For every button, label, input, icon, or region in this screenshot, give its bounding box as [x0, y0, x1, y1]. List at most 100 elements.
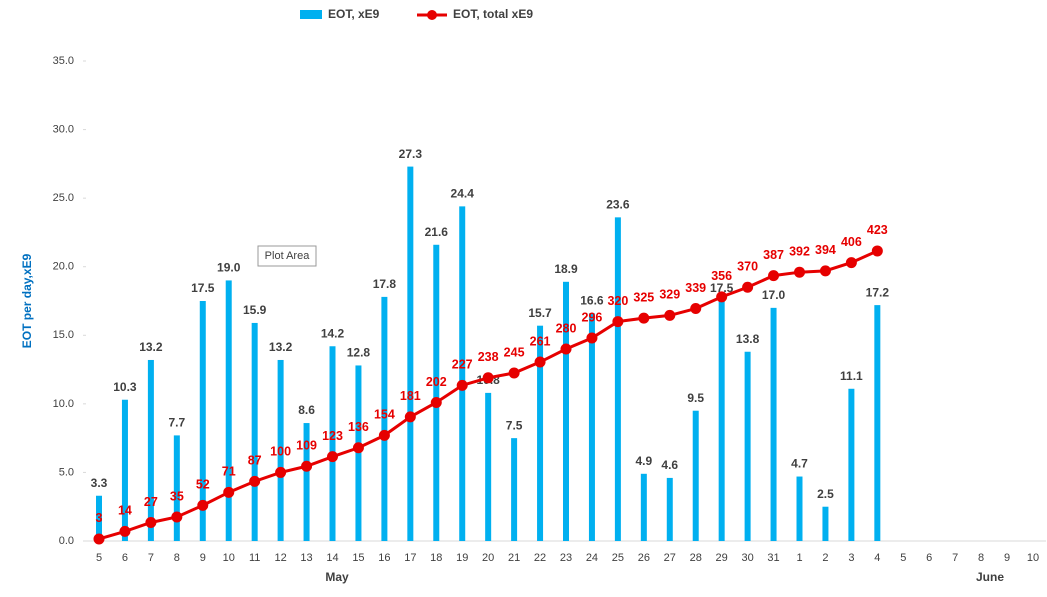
line-label: 370	[737, 260, 758, 274]
x-tick-label: 19	[456, 552, 468, 564]
x-tick-label: 9	[200, 552, 206, 564]
y-tick-label: 10.0	[53, 398, 74, 410]
group-label: May	[325, 570, 349, 584]
bar	[251, 322, 258, 541]
x-tick-label: 11	[249, 552, 260, 564]
line-label: 245	[504, 345, 525, 359]
bar	[407, 166, 414, 541]
y-tick-label: 25.0	[53, 192, 74, 204]
bar	[329, 346, 336, 541]
bar	[485, 392, 492, 541]
x-tick-label: 23	[560, 552, 572, 564]
bar-label: 17.5	[710, 281, 734, 295]
bar	[96, 495, 102, 541]
bar-label: 11.1	[840, 369, 863, 383]
line-label: 280	[556, 321, 577, 335]
x-tick-label: 6	[926, 552, 932, 564]
bar	[770, 307, 777, 541]
y-tick-label: 5.0	[59, 466, 74, 478]
bar-label: 17.5	[191, 281, 215, 295]
line-marker	[223, 486, 235, 498]
line-label: 14	[118, 504, 132, 518]
line-label: 394	[815, 243, 836, 257]
line-marker	[716, 291, 728, 303]
line-marker	[845, 257, 857, 269]
bar	[303, 423, 310, 541]
x-tick-label: 31	[767, 552, 779, 564]
x-tick-label: 16	[378, 552, 390, 564]
line-marker	[119, 525, 131, 537]
line-marker	[586, 332, 598, 344]
x-tick-label: 18	[430, 552, 442, 564]
line-label: 296	[582, 310, 603, 324]
x-tick-label: 2	[822, 552, 828, 564]
bar	[173, 435, 180, 541]
line-label: 100	[270, 445, 291, 459]
line-marker	[768, 270, 780, 282]
line-marker	[352, 442, 364, 454]
line-label: 202	[426, 375, 447, 389]
x-tick-label: 15	[352, 552, 364, 564]
x-tick-label: 20	[482, 552, 494, 564]
line-marker	[378, 429, 390, 441]
x-tick-label: 29	[716, 552, 728, 564]
x-tick-label: 30	[741, 552, 753, 564]
line-marker	[456, 379, 468, 391]
line-marker	[560, 343, 572, 355]
bar	[277, 359, 284, 541]
line-label: 52	[196, 478, 210, 492]
bar-label: 17.0	[762, 288, 786, 302]
x-tick-label: 24	[586, 552, 598, 564]
x-tick-label: 6	[122, 552, 128, 564]
line-marker	[301, 460, 313, 472]
group-label: June	[976, 570, 1004, 584]
legend-label: EOT, xE9	[328, 7, 380, 21]
x-tick-label: 21	[508, 552, 520, 564]
line-marker	[638, 312, 650, 324]
bar	[796, 476, 803, 541]
y-tick-label: 0.0	[59, 535, 74, 547]
bar-label: 21.6	[425, 225, 449, 239]
line-marker	[275, 466, 287, 478]
x-tick-label: 7	[952, 552, 958, 564]
x-tick-label: 17	[404, 552, 416, 564]
line-marker	[690, 303, 702, 315]
y-tick-label: 30.0	[53, 123, 74, 135]
x-tick-label: 5	[900, 552, 906, 564]
line-label: 227	[452, 358, 473, 372]
line-label: 320	[607, 294, 628, 308]
bar-label: 17.2	[866, 285, 890, 299]
x-tick-label: 13	[300, 552, 312, 564]
line-marker	[612, 316, 624, 328]
line-marker	[819, 265, 831, 277]
bar-label: 10.3	[113, 380, 137, 394]
line-marker	[534, 356, 546, 368]
bar	[874, 305, 881, 541]
bar-label: 8.6	[298, 403, 315, 417]
bar-label: 2.5	[817, 487, 834, 501]
line-label: 392	[789, 244, 810, 258]
x-tick-label: 10	[1027, 552, 1039, 564]
bar	[199, 301, 206, 541]
line-marker	[742, 281, 754, 293]
y-axis-title: EOT per day,xE9	[20, 253, 34, 348]
x-tick-label: 8	[978, 552, 984, 564]
x-tick-label: 10	[223, 552, 235, 564]
bar-label: 17.8	[373, 277, 397, 291]
line-label: 123	[322, 429, 343, 443]
x-tick-label: 8	[174, 552, 180, 564]
bar	[225, 280, 232, 541]
bar-label: 12.8	[347, 346, 371, 360]
bar-label: 13.8	[736, 332, 760, 346]
x-tick-label: 7	[148, 552, 154, 564]
line-marker	[249, 475, 261, 487]
x-tick-label: 12	[274, 552, 286, 564]
bar-label: 15.9	[243, 303, 267, 317]
bar	[744, 351, 751, 541]
line-label: 406	[841, 235, 862, 249]
bar-label: 3.3	[91, 476, 108, 490]
line-marker	[197, 499, 209, 511]
bar-label: 16.6	[580, 294, 604, 308]
legend-label: EOT, total xE9	[453, 7, 533, 21]
